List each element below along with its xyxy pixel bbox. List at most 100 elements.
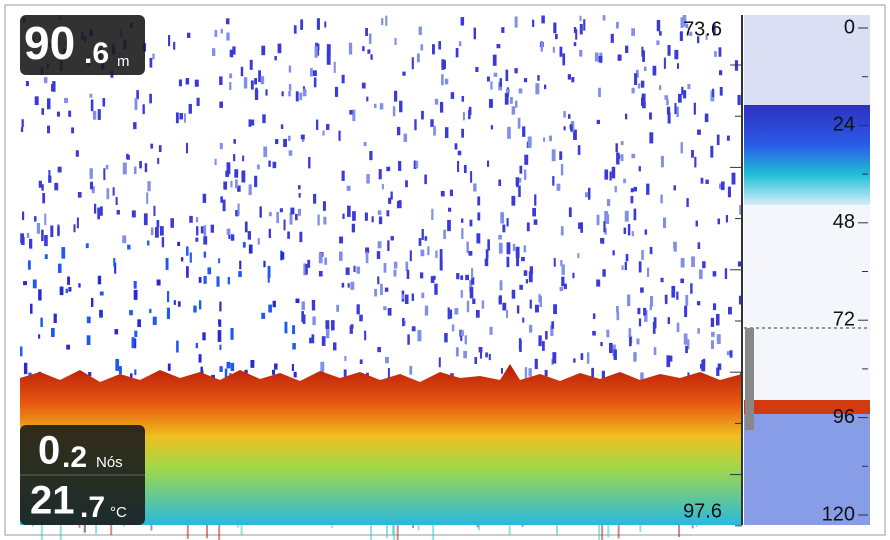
echo-speck [89,93,93,98]
echo-speck [219,366,223,372]
echo-speck [532,207,536,217]
echo-speck [114,262,117,274]
echo-speck [88,372,92,377]
echo-speck [514,16,518,28]
echo-speck [464,335,467,345]
echo-speck [177,241,181,247]
echo-speck [234,169,239,178]
echo-speck [219,344,222,351]
echo-speck [568,114,571,119]
echo-speck [175,112,179,124]
echo-speck [333,61,336,74]
echo-speck [260,76,265,85]
echo-speck [653,317,657,329]
echo-speck [322,201,326,211]
echo-speck [76,217,79,229]
depth-box [20,15,145,75]
echo-speck [567,74,572,80]
echo-speck [46,98,51,110]
echo-speck [716,134,720,146]
echo-speck [406,269,410,279]
echo-speck [150,143,154,149]
echo-speck [444,127,449,139]
echo-speck [402,71,406,76]
echo-speck [237,185,241,192]
echo-speck [268,212,272,217]
echo-streak [678,517,681,538]
echo-speck [254,77,258,85]
echo-speck [537,75,540,81]
thermocline-layer [744,105,870,205]
echo-speck [484,258,489,267]
echo-speck [200,366,203,376]
echo-speck [144,163,148,173]
echo-speck [448,207,452,212]
echo-speck [301,301,305,311]
echo-speck [676,291,679,300]
echo-speck [667,317,670,325]
echo-speck [616,311,620,321]
echo-speck [646,267,650,277]
echo-speck [28,238,33,249]
echo-speck [586,352,590,364]
echo-speck [114,329,119,335]
echo-speck [556,183,561,191]
echo-speck [580,353,584,360]
echo-speck [388,197,392,204]
echo-speck [385,15,388,26]
echo-speck [115,197,118,205]
echo-speck [506,242,511,255]
echo-speck [444,78,449,85]
echo-speck [350,281,355,290]
echo-speck [718,47,722,57]
echo-speck [369,150,373,161]
echo-speck [323,216,327,225]
echo-speck [528,271,533,283]
echo-speck [298,192,301,198]
echo-speck [644,229,648,235]
echo-speck [235,210,239,217]
echo-speck [627,223,631,236]
echo-speck [660,194,663,204]
echo-speck [529,324,533,333]
echo-speck [393,90,398,102]
echo-speck [189,215,193,223]
echo-speck [345,267,350,275]
echo-speck [50,225,54,238]
echo-speck [404,294,409,305]
echo-speck [133,281,137,289]
echo-speck [538,335,542,347]
echo-speck [559,286,564,292]
echo-speck [449,189,454,197]
echo-speck [628,328,632,338]
echo-speck [149,93,152,104]
echo-speck [493,72,498,77]
echo-speck [200,226,204,234]
echo-speck [633,352,637,362]
echo-speck [715,313,720,326]
echo-speck [156,279,161,286]
echo-speck [680,257,685,268]
echo-speck [718,70,723,76]
echo-speck [249,59,253,70]
echo-speck [571,77,575,83]
echo-speck [65,288,68,294]
echo-speck [455,347,459,357]
zoom-bottom-label: 97.6 [683,500,722,522]
echo-speck [712,271,717,277]
echo-speck [624,210,629,222]
echo-speck [416,53,420,63]
echo-speck [47,125,51,134]
echo-speck [644,310,648,322]
echo-speck [418,238,422,246]
echo-speck [717,218,721,225]
echo-speck [509,97,513,104]
echo-speck [498,179,502,186]
echo-speck [377,347,382,353]
echo-speck [486,76,490,82]
echo-speck [156,219,160,228]
echo-speck [218,258,221,264]
echo-speck [575,29,578,40]
echo-speck [577,145,581,155]
echo-speck [559,46,563,57]
